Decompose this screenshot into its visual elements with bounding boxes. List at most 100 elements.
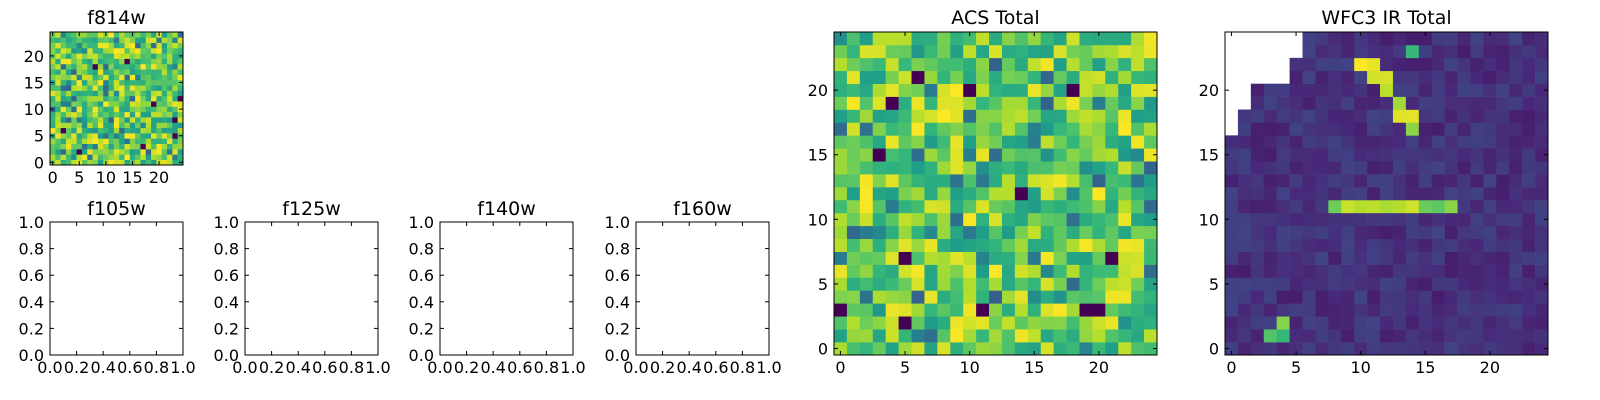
heatmap-cell — [1315, 109, 1329, 123]
heatmap-cell — [60, 42, 67, 49]
heatmap-cell — [885, 161, 899, 175]
heatmap-cell — [1509, 122, 1523, 136]
heatmap-cell — [846, 44, 861, 59]
heatmap-cell — [1066, 96, 1080, 110]
heatmap-cell — [1079, 303, 1093, 317]
heatmap-cell — [872, 290, 886, 304]
heatmap-cell — [135, 69, 141, 75]
heatmap-cell — [55, 63, 61, 70]
heatmap-cell — [161, 58, 168, 65]
heatmap-cell — [1444, 303, 1458, 317]
heatmap-cell — [177, 42, 184, 49]
heatmap-cell — [872, 135, 886, 149]
heatmap-cell — [97, 37, 104, 43]
heatmap-cell — [846, 212, 861, 227]
heatmap-cell — [1496, 277, 1510, 291]
heatmap-cell — [1341, 135, 1355, 149]
x-tick-label: 5 — [1291, 358, 1301, 377]
heatmap-cell — [1418, 277, 1433, 291]
y-tick-label: 5 — [34, 127, 44, 146]
heatmap-cell — [1302, 70, 1316, 84]
heatmap-cell — [65, 149, 72, 155]
heatmap-cell — [129, 37, 136, 43]
heatmap-cell — [76, 69, 83, 75]
heatmap-cell — [1354, 161, 1368, 175]
y-tick-label: 0 — [34, 153, 44, 172]
heatmap-cell — [1225, 225, 1239, 240]
heatmap-cell — [167, 143, 173, 150]
heatmap-cell — [1092, 212, 1106, 227]
heatmap-cell — [1289, 238, 1303, 252]
heatmap-cell — [1105, 238, 1119, 252]
heatmap-cell — [859, 329, 874, 343]
heatmap-cell — [156, 138, 163, 145]
heatmap-cell — [167, 101, 173, 107]
heatmap-cell — [1144, 122, 1158, 136]
heatmap-cell — [167, 138, 173, 145]
x-tick-label: 0 — [835, 358, 845, 377]
heatmap-cell — [1040, 199, 1054, 214]
axes-frame — [833, 31, 1158, 356]
x-tick-label: 20 — [1089, 358, 1109, 377]
heatmap-cell — [71, 133, 77, 139]
heatmap-cell — [119, 106, 125, 113]
heatmap-cell — [924, 135, 938, 149]
heatmap-cell — [1328, 290, 1342, 304]
heatmap-cell — [1431, 83, 1445, 97]
heatmap-cell — [50, 63, 56, 70]
heatmap-cell — [1014, 83, 1029, 97]
heatmap-cell — [1014, 135, 1029, 149]
heatmap-cell — [911, 316, 925, 330]
heatmap-cell — [937, 290, 951, 304]
heatmap-cell — [1237, 212, 1252, 227]
heatmap-cell — [1444, 264, 1458, 278]
heatmap-cell — [60, 111, 67, 118]
heatmap-cell — [1522, 303, 1536, 317]
x-tick-label: 20 — [1480, 358, 1500, 377]
heatmap-cell — [1354, 70, 1368, 84]
heatmap-cell — [167, 133, 173, 139]
heatmap-cell — [1496, 83, 1510, 97]
heatmap-cell — [92, 58, 99, 65]
heatmap-cell — [1040, 135, 1054, 149]
heatmap-cell — [834, 316, 848, 330]
heatmap-cell — [898, 83, 912, 97]
heatmap-cell — [151, 69, 157, 75]
heatmap-cell — [151, 143, 157, 150]
heatmap-cell — [119, 149, 125, 155]
heatmap-cell — [1302, 122, 1316, 136]
heatmap-cell — [1405, 303, 1420, 317]
heatmap-cell — [885, 225, 899, 240]
heatmap-cell — [1276, 148, 1290, 162]
heatmap-cell — [167, 90, 173, 97]
heatmap-cell — [976, 187, 990, 201]
heatmap-cell — [1263, 161, 1277, 175]
heatmap-cell — [87, 127, 93, 134]
heatmap-cell — [1276, 135, 1290, 149]
heatmap-cell — [103, 138, 109, 145]
heatmap-cell — [119, 53, 125, 59]
axes-frame — [635, 221, 770, 356]
heatmap-cell — [1118, 212, 1132, 227]
heatmap-cell — [1431, 161, 1445, 175]
heatmap-cell — [1392, 251, 1407, 265]
heatmap-cell — [834, 277, 848, 291]
heatmap-cell — [50, 85, 56, 91]
heatmap-cell — [55, 154, 61, 160]
heatmap-cell — [1328, 174, 1342, 188]
heatmap-cell — [97, 63, 104, 70]
heatmap-cell — [1131, 264, 1145, 278]
heatmap-cell — [1509, 329, 1523, 343]
heatmap-cell — [1535, 174, 1549, 188]
heatmap-cell — [1509, 57, 1523, 72]
heatmap-cell — [1457, 187, 1471, 201]
heatmap-cell — [1418, 174, 1433, 188]
heatmap-cell — [950, 342, 964, 356]
heatmap-cell — [1092, 329, 1106, 343]
heatmap-cell — [97, 122, 104, 129]
heatmap-cell — [145, 95, 152, 102]
heatmap-cell — [1470, 277, 1484, 291]
heatmap-cell — [963, 290, 977, 304]
heatmap-cell — [1328, 264, 1342, 278]
heatmap-cell — [119, 127, 125, 134]
